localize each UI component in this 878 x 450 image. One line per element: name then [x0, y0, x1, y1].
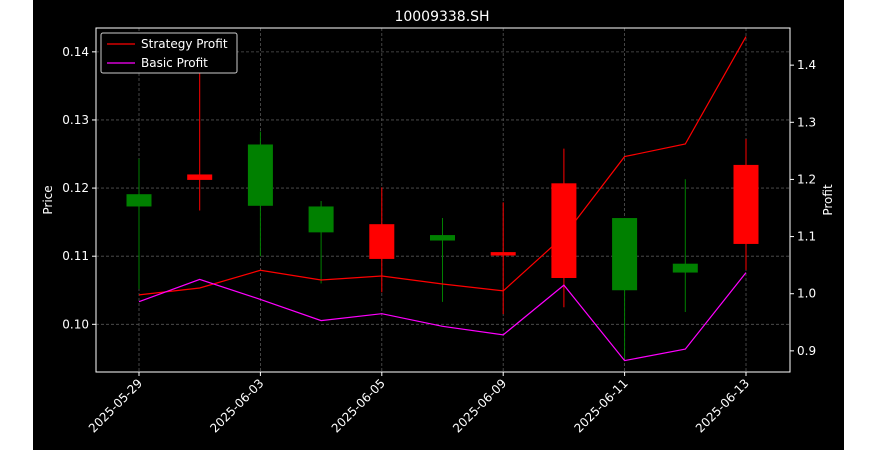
chart-figure: 10009338.SH 0.10 0.11 0.12 0.13 0.14 0.9 1.0 1… [33, 0, 844, 450]
left-tick-label-0: 0.10 [62, 317, 89, 331]
candle-body-6 [490, 252, 516, 256]
candle-body-5 [430, 235, 455, 241]
candle-body-1 [187, 174, 213, 180]
x-tick-label-5: 2025-06-13 [693, 376, 752, 435]
right-tick-label-1: 1.0 [797, 287, 816, 301]
profit-lines [138, 36, 747, 362]
left-tick-label-3: 0.13 [62, 113, 89, 127]
line-strategy-profit [138, 36, 747, 296]
candle-body-8 [612, 218, 638, 291]
candles [126, 68, 759, 359]
candle-body-4 [369, 224, 395, 259]
x-tick-label-1: 2025-06-03 [207, 376, 266, 435]
plot-frame [95, 27, 791, 373]
legend: Strategy Profit Basic Profit [100, 32, 238, 74]
candle-body-0 [126, 194, 152, 207]
x-tick-label-3: 2025-06-09 [450, 376, 509, 435]
candle-body-3 [308, 206, 334, 233]
candle-body-7 [551, 183, 577, 278]
right-tick-label-5: 1.4 [797, 58, 816, 72]
y-axis-label: Price [41, 185, 55, 214]
x-tick-label-0: 2025-05-29 [86, 376, 145, 435]
candle-body-10 [733, 164, 759, 244]
x-axis: 2025-05-29 2025-06-03 2025-06-05 2025-06-09… [86, 372, 752, 435]
left-tick-label-2: 0.12 [62, 181, 89, 195]
right-tick-label-0: 0.9 [797, 344, 816, 358]
legend-label-basic-profit: Basic Profit [141, 56, 208, 70]
line-basic-profit [138, 272, 747, 362]
right-axis: 0.9 1.0 1.1 1.2 1.3 1.4 [790, 58, 816, 358]
candle-body-9 [672, 263, 698, 273]
candlestick-chart: 10009338.SH 0.10 0.11 0.12 0.13 0.14 0.9 1.0 1… [41, 9, 835, 435]
left-tick-label-1: 0.11 [62, 249, 89, 263]
x-tick-label-2: 2025-06-05 [329, 376, 388, 435]
left-tick-label-4: 0.14 [62, 45, 89, 59]
left-axis: 0.10 0.11 0.12 0.13 0.14 [62, 45, 96, 331]
right-tick-label-2: 1.1 [797, 230, 816, 244]
right-tick-label-4: 1.3 [797, 115, 816, 129]
chart-title: 10009338.SH [394, 9, 489, 25]
right-tick-label-3: 1.2 [797, 172, 816, 186]
legend-label-strategy-profit: Strategy Profit [141, 37, 228, 51]
x-tick-label-4: 2025-06-11 [572, 376, 631, 435]
candle-body-2 [247, 144, 273, 206]
y2-axis-label: Profit [821, 184, 835, 216]
